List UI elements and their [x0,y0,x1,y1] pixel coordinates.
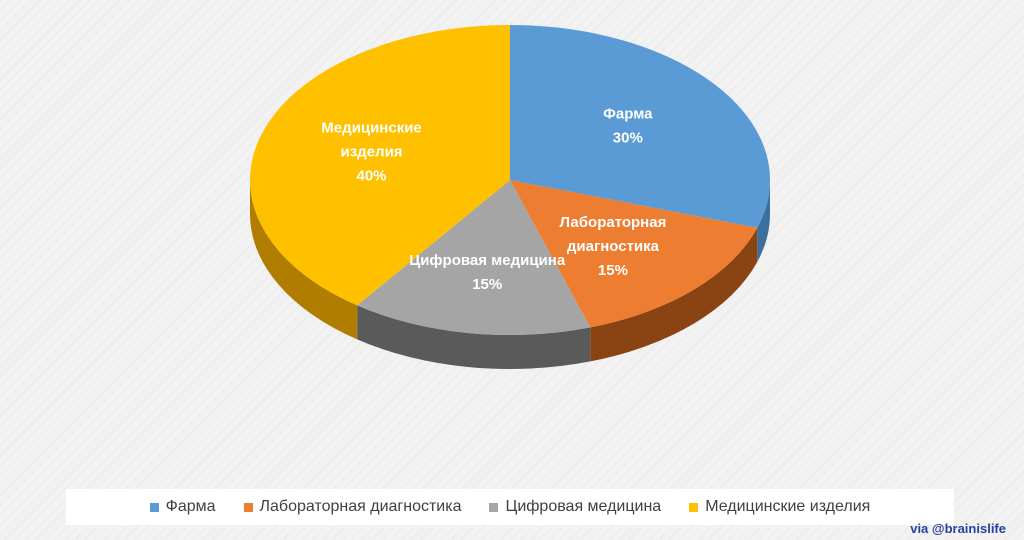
pie-slice-digital-medicine [357,180,591,335]
chart-legend: Фарма Лабораторная диагностика Цифровая … [66,489,954,525]
legend-item-digital-medicine: Цифровая медицина [489,498,661,516]
slice-label-lab-diagnostics: Лабораторная диагностика 15% [560,214,667,279]
legend-item-pharma: Фарма [149,498,216,516]
pie-slice-lab-diagnostics [510,180,758,328]
pie-slice-pharma [510,25,770,228]
legend-label: Фарма [165,498,216,515]
pie-side-pharma [757,180,770,262]
legend-label: Цифровая медицина [505,498,662,515]
pie-side-medical-devices [250,180,358,340]
slice-labels: Фарма 30% Лабораторная диагностика 15%Цифров… [321,105,666,293]
credit-watermark: via @brainislife [910,521,1006,536]
pie-3d-sides [250,180,770,369]
legend-swatch [689,502,699,512]
slice-label-medical-devices: Медицинские изделия 40% [321,119,422,184]
pie-slice-medical-devices [249,25,510,306]
pie-side-digital-medicine [357,305,591,369]
slice-label-digital-medicine: Цифровая медицина 15% [409,252,566,293]
slice-label-pharma: Фарма 30% [603,105,653,146]
legend-swatch [489,502,499,512]
legend-item-medical-devices: Медицинские изделия [689,498,870,516]
legend-swatch [243,502,253,512]
legend-label: Лабораторная диагностика [259,498,462,515]
legend-swatch [149,502,159,512]
legend-label: Медицинские изделия [705,498,871,515]
pie-side-lab-diagnostics [590,227,758,362]
pie-slices [249,25,770,335]
legend-item-lab-diagnostics: Лабораторная диагностика [243,498,462,516]
